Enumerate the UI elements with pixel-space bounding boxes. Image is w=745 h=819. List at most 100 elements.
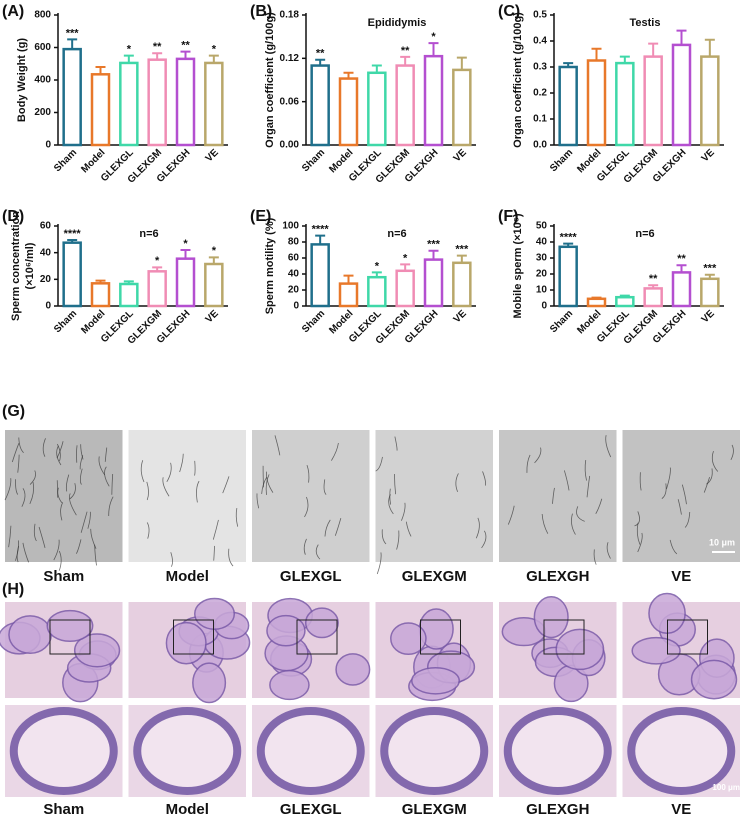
sperm-trace <box>90 528 97 549</box>
chart-title: n=6 <box>139 228 158 240</box>
sperm-trace <box>606 542 611 559</box>
bar <box>558 245 578 308</box>
y-tick-label: 400 <box>34 75 51 86</box>
sperm-trace <box>526 454 531 473</box>
sperm-trace <box>405 521 412 537</box>
zoom-box <box>296 619 338 655</box>
bar <box>643 287 663 308</box>
tubule <box>304 607 339 639</box>
significance-label: **** <box>560 232 578 244</box>
sperm-trace <box>639 472 642 491</box>
sperm-trace <box>53 539 60 561</box>
sperm-trace <box>69 483 76 500</box>
y-tick-label: 0.00 <box>280 140 300 151</box>
y-tick-label: 10 <box>536 285 548 296</box>
sperm-trace <box>482 471 486 486</box>
significance-label: ** <box>677 253 686 265</box>
sperm-trace <box>22 542 29 563</box>
bar <box>558 65 578 147</box>
sperm-trace <box>534 447 542 464</box>
sperm-trace <box>15 479 19 495</box>
sperm-trace <box>33 523 37 542</box>
tubule <box>46 609 94 643</box>
bar <box>700 277 720 308</box>
micrograph <box>252 430 370 562</box>
sperm-trace <box>481 530 487 549</box>
tubule <box>690 659 738 700</box>
sperm-trace <box>56 443 61 462</box>
sperm-trace <box>381 529 387 545</box>
sperm-trace <box>571 513 576 535</box>
sperm-trace <box>11 443 20 463</box>
image-caption: GLEXGM <box>402 568 467 585</box>
sperm-trace <box>235 508 239 527</box>
y-tick-label: 800 <box>34 10 51 21</box>
error-bar <box>648 284 659 289</box>
x-tick-label: VE <box>204 308 221 325</box>
bar <box>395 64 415 147</box>
error-bar <box>619 55 630 64</box>
y-tick-label: 0.12 <box>280 53 300 64</box>
tubule-detail <box>256 707 365 795</box>
y-tick-label: 0 <box>45 140 51 151</box>
significance-label: * <box>212 245 217 257</box>
bar <box>310 64 330 147</box>
micrograph <box>375 430 493 562</box>
significance-label: ** <box>316 48 325 60</box>
sperm-trace <box>17 454 20 473</box>
micrograph <box>128 430 246 562</box>
sperm-trace <box>56 441 64 459</box>
y-tick-label: 0.2 <box>533 88 547 99</box>
significance-label: ** <box>649 273 658 285</box>
significance-label: * <box>403 252 408 264</box>
error-bar <box>456 254 467 263</box>
panel-label: (F) <box>498 208 518 225</box>
significance-label: **** <box>312 224 330 236</box>
sperm-trace <box>684 511 691 528</box>
sperm-trace <box>265 474 270 495</box>
error-bar <box>67 38 78 50</box>
sperm-trace <box>576 506 585 522</box>
sperm-trace <box>98 456 106 476</box>
sperm-trace <box>681 484 687 505</box>
sperm-trace <box>146 522 150 539</box>
y-tick-label: 30 <box>536 253 548 264</box>
sperm-trace <box>703 476 710 493</box>
bar <box>671 43 692 147</box>
bar <box>395 269 415 308</box>
error-bar <box>67 239 78 243</box>
significance-label: * <box>375 260 380 272</box>
error-bar <box>619 294 630 298</box>
sperm-trace <box>79 455 84 470</box>
sperm-trace <box>388 494 394 515</box>
y-tick-label: 0 <box>45 301 51 312</box>
tubule <box>192 662 227 704</box>
y-tick-label: 0.1 <box>533 114 547 125</box>
sperm-trace <box>87 511 91 529</box>
bar <box>452 68 472 147</box>
bar <box>175 57 196 147</box>
sperm-trace <box>60 502 64 521</box>
significance-label: * <box>212 44 217 56</box>
sperm-trace <box>315 544 321 560</box>
significance-label: **** <box>64 228 82 240</box>
y-tick-label: 0.06 <box>280 96 300 107</box>
error-bar <box>180 249 191 259</box>
sperm-trace <box>455 473 459 492</box>
bar <box>423 54 444 147</box>
significance-label: *** <box>427 239 441 251</box>
panel-label: (B) <box>250 3 272 20</box>
y-tick-label: 0 <box>541 301 547 312</box>
bar <box>338 282 359 308</box>
significance-label: * <box>155 255 160 267</box>
tubule <box>631 636 681 665</box>
error-bar <box>704 38 715 57</box>
error-bar <box>704 273 715 279</box>
bar <box>175 257 196 308</box>
y-tick-label: 20 <box>536 269 548 280</box>
x-tick-label: Sham <box>52 308 79 335</box>
error-bar <box>152 52 163 60</box>
y-axis-label: Mobile sperm (×10⁶) <box>512 213 524 318</box>
tubule-detail <box>503 707 612 795</box>
